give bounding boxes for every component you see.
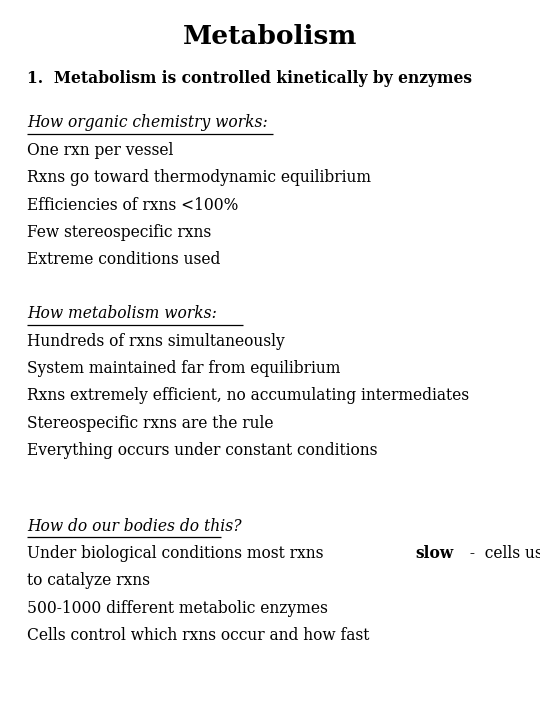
Text: to catalyze rxns: to catalyze rxns (27, 572, 150, 590)
Text: How do our bodies do this?: How do our bodies do this? (27, 518, 241, 535)
Text: -  cells use: - cells use (465, 545, 540, 562)
Text: System maintained far from equilibrium: System maintained far from equilibrium (27, 360, 340, 377)
Text: Efficiencies of rxns <100%: Efficiencies of rxns <100% (27, 197, 238, 214)
Text: How metabolism works:: How metabolism works: (27, 305, 217, 323)
Text: Rxns go toward thermodynamic equilibrium: Rxns go toward thermodynamic equilibrium (27, 169, 371, 186)
Text: Metabolism: Metabolism (183, 24, 357, 50)
Text: 1.  Metabolism is controlled kinetically by enzymes: 1. Metabolism is controlled kinetically … (27, 70, 472, 87)
Text: Few stereospecific rxns: Few stereospecific rxns (27, 224, 211, 241)
Text: Cells control which rxns occur and how fast: Cells control which rxns occur and how f… (27, 627, 369, 644)
Text: Extreme conditions used: Extreme conditions used (27, 251, 220, 269)
Text: How organic chemistry works:: How organic chemistry works: (27, 114, 268, 132)
Text: slow: slow (416, 545, 454, 562)
Text: One rxn per vessel: One rxn per vessel (27, 142, 173, 159)
Text: Hundreds of rxns simultaneously: Hundreds of rxns simultaneously (27, 333, 285, 350)
Text: Everything occurs under constant conditions: Everything occurs under constant conditi… (27, 442, 377, 459)
Text: Under biological conditions most rxns: Under biological conditions most rxns (27, 545, 328, 562)
Text: Stereospecific rxns are the rule: Stereospecific rxns are the rule (27, 415, 273, 432)
Text: Rxns extremely efficient, no accumulating intermediates: Rxns extremely efficient, no accumulatin… (27, 387, 469, 405)
Text: 500-1000 different metabolic enzymes: 500-1000 different metabolic enzymes (27, 600, 328, 617)
